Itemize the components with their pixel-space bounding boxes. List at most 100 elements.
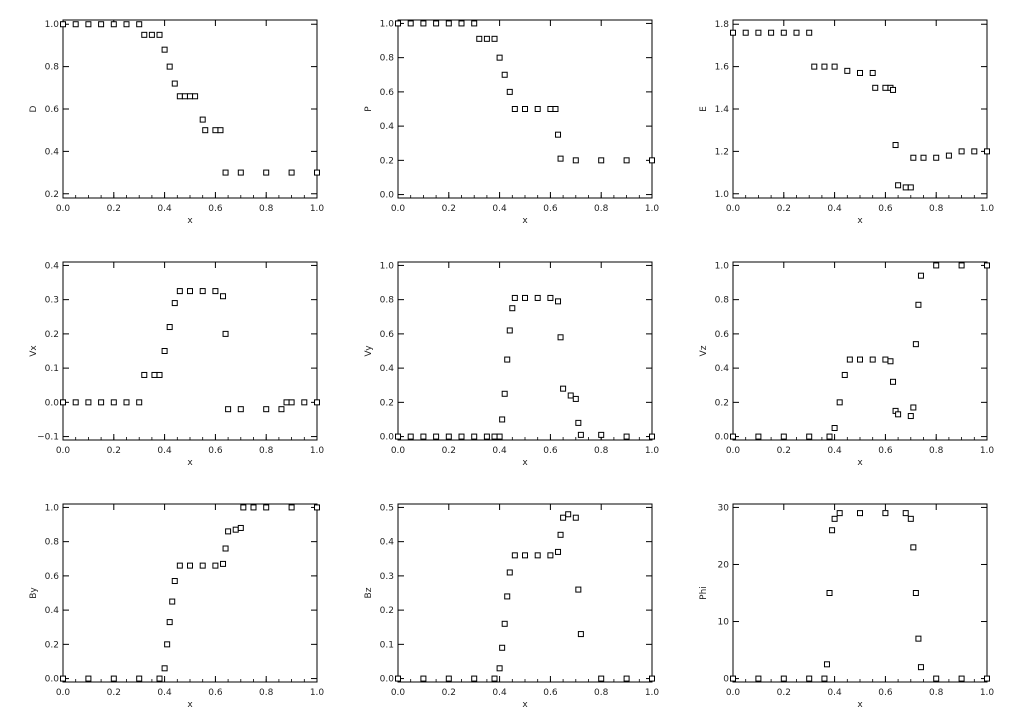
data-point xyxy=(504,593,511,600)
data-point xyxy=(933,675,940,682)
data-point xyxy=(912,590,919,596)
data-point xyxy=(910,154,917,161)
plot-panel-vx: 0.0 0.2 0.4 0.6 0.8 1.0 −0.1 0.0 0.1 0.2 0.3 0.4 x Vx xyxy=(29,261,324,468)
x-axis-label: x xyxy=(187,458,193,468)
data-point xyxy=(483,35,490,42)
data-point xyxy=(806,675,813,682)
x-tick-label: 1.0 xyxy=(645,688,660,698)
data-point xyxy=(846,356,853,363)
plot-panel-bz: 0.0 0.2 0.4 0.6 0.8 1.0 0.0 0.1 0.2 0.3 0.4 0.5 x Bz xyxy=(364,503,659,710)
x-tick-label: 0.0 xyxy=(726,204,741,214)
data-point xyxy=(890,378,897,385)
x-tick-label: 0.2 xyxy=(107,446,121,456)
data-point xyxy=(156,675,163,682)
x-tick-label: 0.6 xyxy=(543,688,558,698)
y-tick-label: 0.0 xyxy=(45,398,60,408)
y-tick-label: 1.0 xyxy=(45,20,60,30)
plot-frame xyxy=(62,503,318,683)
data-point xyxy=(984,675,990,682)
data-point xyxy=(598,431,605,438)
x-tick-label: 0.0 xyxy=(726,688,741,698)
data-point xyxy=(755,433,762,440)
data-point xyxy=(225,406,232,413)
data-point xyxy=(501,390,508,397)
data-point xyxy=(933,262,940,269)
x-axis-label: x xyxy=(857,458,863,468)
x-tick-label: 0.8 xyxy=(594,688,609,698)
data-point xyxy=(395,433,401,440)
data-point xyxy=(491,35,498,42)
x-tick-label: 0.8 xyxy=(929,688,944,698)
data-point xyxy=(192,93,199,100)
data-point xyxy=(910,544,917,551)
data-point xyxy=(902,184,909,191)
data-point xyxy=(958,675,965,682)
x-tick-label: 0.2 xyxy=(442,446,456,456)
x-tick-label: 0.4 xyxy=(492,446,507,456)
y-tick-label: 0.4 xyxy=(45,261,60,271)
data-point xyxy=(171,300,178,307)
data-point xyxy=(499,416,506,423)
data-point xyxy=(141,31,148,38)
y-tick-label: 1.6 xyxy=(715,63,730,73)
data-point xyxy=(575,586,582,593)
y-tick-label: 0.6 xyxy=(715,330,730,340)
data-point xyxy=(476,35,483,42)
data-point xyxy=(445,20,452,27)
plot-panel-by: 0.0 0.2 0.4 0.6 0.8 1.0 0.0 0.2 0.4 0.6 0.8 1.0 x By xyxy=(29,503,324,710)
data-point xyxy=(85,21,92,28)
series-markers xyxy=(730,510,990,682)
data-point xyxy=(933,154,940,161)
data-point xyxy=(471,675,478,682)
data-point xyxy=(199,288,206,295)
data-point xyxy=(907,413,914,420)
x-tick-label: 0.4 xyxy=(827,688,842,698)
data-point xyxy=(649,433,655,440)
data-point xyxy=(187,288,193,295)
data-point xyxy=(892,142,899,149)
data-point xyxy=(499,644,506,651)
plot-frame xyxy=(732,503,988,683)
data-point xyxy=(821,675,828,682)
y-tick-label: 0.4 xyxy=(380,122,395,132)
data-point xyxy=(225,528,232,535)
y-tick-label: 0.8 xyxy=(715,296,730,306)
data-point xyxy=(844,67,851,74)
data-point xyxy=(288,169,295,176)
y-tick-label: 0.6 xyxy=(45,105,60,115)
x-tick-label: 0.2 xyxy=(107,204,121,214)
data-point xyxy=(511,106,518,112)
data-point xyxy=(161,46,168,53)
data-point xyxy=(572,157,579,164)
data-point xyxy=(547,294,554,301)
data-point xyxy=(220,293,227,300)
y-tick-label: 0.4 xyxy=(45,606,60,616)
y-tick-label: 0.2 xyxy=(380,398,394,408)
data-point xyxy=(623,157,630,164)
data-point xyxy=(491,433,498,440)
data-point xyxy=(506,569,513,576)
data-point xyxy=(445,433,452,440)
x-tick-label: 0.0 xyxy=(56,688,71,698)
data-point xyxy=(506,327,513,334)
x-tick-label: 0.8 xyxy=(594,446,609,456)
data-point xyxy=(984,148,990,155)
y-tick-label: 0.4 xyxy=(380,538,395,548)
y-tick-label: 1.2 xyxy=(715,147,729,157)
y-tick-label: 0.1 xyxy=(380,640,394,650)
x-tick-label: 1.0 xyxy=(645,204,660,214)
data-point xyxy=(522,552,528,559)
y-tick-label: 0.3 xyxy=(380,572,394,582)
data-point xyxy=(169,598,176,605)
data-point xyxy=(220,560,227,567)
y-axis-label: P xyxy=(364,106,374,112)
series-markers xyxy=(395,294,655,440)
x-axis-label: x xyxy=(522,216,528,226)
y-tick-label: −0.1 xyxy=(37,433,59,443)
data-point xyxy=(907,184,914,191)
data-point xyxy=(577,631,584,638)
data-point xyxy=(166,619,173,626)
y-tick-label: 1.0 xyxy=(45,503,60,513)
x-tick-label: 0.0 xyxy=(391,446,406,456)
data-point xyxy=(534,552,541,559)
